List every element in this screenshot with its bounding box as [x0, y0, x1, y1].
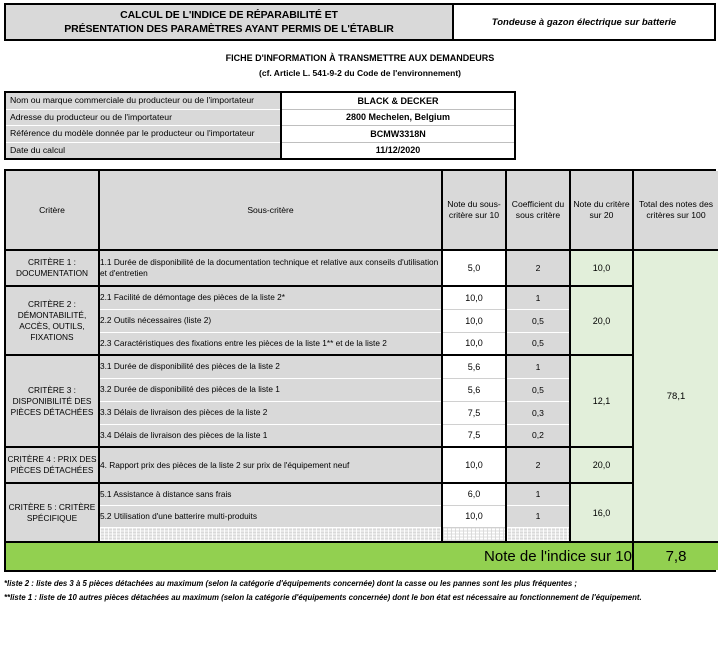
subcriterion-5-1-label: 5.1 Assistance à distance sans frais [99, 483, 443, 506]
producer-address-label: Adresse du producteur ou de l'importateu… [6, 109, 282, 126]
table-row: Nom ou marque commerciale du producteur … [6, 93, 514, 110]
criterion-2-name: CRITÈRE 2 : DÉMONTABILITÉ, ACCÈS, OUTILS… [6, 286, 100, 356]
subcriterion-3-2-coefficient: 0,5 [506, 378, 571, 402]
subcriterion-1-1-label: 1.1 Durée de disponibilité de la documen… [99, 250, 443, 287]
producer-address-value: 2800 Mechelen, Belgium [281, 109, 514, 126]
subcriterion-3-4-coefficient: 0,2 [506, 424, 571, 448]
criterion-1-name: CRITÈRE 1 : DOCUMENTATION [6, 250, 100, 287]
document-title-line-1: CALCUL DE L'INDICE DE RÉPARABILITÉ ET [120, 9, 338, 21]
product-category-label: Tondeuse à gazon électrique sur batterie [454, 5, 714, 39]
column-header-coefficient: Coefficient du sous critère [506, 171, 571, 251]
empty-coefficient-cell [506, 527, 571, 543]
table-row: 2.2 Outils nécessaires (liste 2) 10,0 0,… [6, 309, 718, 333]
subcriterion-5-1-note10: 6,0 [442, 483, 507, 506]
subtitle-line-2: (cf. Article L. 541-9-2 du Code de l'env… [259, 68, 461, 78]
column-header-subcriterion: Sous-critère [99, 171, 443, 251]
empty-note10-cell [442, 527, 507, 543]
subcriterion-4-label: 4. Rapport prix des pièces de la liste 2… [99, 447, 443, 484]
total-score-100: 78,1 [633, 250, 718, 543]
subcriterion-2-3-label: 2.3 Caractéristiques des fixations entre… [99, 332, 443, 356]
subcriterion-3-3-note10: 7,5 [442, 401, 507, 425]
criterion-2-note20: 20,0 [570, 286, 634, 356]
document-subtitle: FICHE D'INFORMATION À TRANSMETTRE AUX DE… [0, 51, 720, 81]
criterion-5-note20: 16,0 [570, 483, 634, 543]
subcriterion-2-2-coefficient: 0,5 [506, 309, 571, 333]
subcriterion-3-2-note10: 5,6 [442, 378, 507, 402]
criterion-5-name: CRITÈRE 5 : CRITÈRE SPÉCIFIQUE [6, 483, 100, 543]
model-reference-label: Référence du modèle donnée par le produc… [6, 125, 282, 143]
subcriterion-2-2-note10: 10,0 [442, 309, 507, 333]
table-header-row: Critère Sous-critère Note du sous-critèr… [6, 171, 718, 251]
subcriterion-5-2-coefficient: 1 [506, 505, 571, 528]
subcriterion-2-3-note10: 10,0 [442, 332, 507, 356]
table-row: 3.4 Délais de livraison des pièces de la… [6, 424, 718, 448]
table-row: CRITÈRE 3 : DISPONIBILITÉ DES PIÈCES DÉT… [6, 355, 718, 448]
table-row: CRITÈRE 5 : CRITÈRE SPÉCIFIQUE 5.1 Assis… [6, 483, 718, 543]
subcriterion-2-1-coefficient: 1 [506, 286, 571, 310]
footnotes: *liste 2 : liste des 3 à 5 pièces détach… [4, 577, 716, 604]
column-header-total-100: Total des notes des critères sur 100 [633, 171, 718, 251]
subcriterion-3-1-coefficient: 1 [506, 355, 571, 379]
column-header-criterion: Critère [6, 171, 100, 251]
table-row: CRITÈRE 4 : PRIX DES PIÈCES DÉTACHÉES 4.… [6, 447, 718, 484]
criterion-4-name: CRITÈRE 4 : PRIX DES PIÈCES DÉTACHÉES [6, 447, 100, 484]
criterion-3-note20: 12,1 [570, 355, 634, 448]
subtitle-line-1: FICHE D'INFORMATION À TRANSMETTRE AUX DE… [225, 53, 495, 63]
subcriterion-3-2-label: 3.2 Durée de disponibilité des pièces de… [99, 378, 443, 402]
producer-name-label: Nom ou marque commerciale du producteur … [6, 93, 282, 110]
producer-name-value: BLACK & DECKER [281, 93, 514, 110]
subcriterion-2-2-label: 2.2 Outils nécessaires (liste 2) [99, 309, 443, 333]
index-score-label: Note de l'indice sur 10 [6, 541, 634, 570]
table-row: 3.3 Délais de livraison des pièces de la… [6, 401, 718, 425]
producer-info-table: Nom ou marque commerciale du producteur … [4, 91, 516, 160]
table-row: CRITÈRE 2 : DÉMONTABILITÉ, ACCÈS, OUTILS… [6, 286, 718, 356]
table-row-empty [6, 527, 718, 543]
criterion-4-note20: 20,0 [570, 447, 634, 484]
subcriterion-5-2-note10: 10,0 [442, 505, 507, 528]
criterion-3-name: CRITÈRE 3 : DISPONIBILITÉ DES PIÈCES DÉT… [6, 355, 100, 448]
subcriterion-3-4-note10: 7,5 [442, 424, 507, 448]
model-reference-value: BCMW3318N [281, 125, 514, 143]
subcriterion-4-coefficient: 2 [506, 447, 571, 484]
table-row: 3.2 Durée de disponibilité des pièces de… [6, 378, 718, 402]
index-score-row: Note de l'indice sur 10 7,8 [6, 541, 718, 570]
document-title: CALCUL DE L'INDICE DE RÉPARABILITÉ ET PR… [6, 5, 454, 39]
subcriterion-3-3-label: 3.3 Délais de livraison des pièces de la… [99, 401, 443, 425]
subcriterion-2-1-label: 2.1 Facilité de démontage des pièces de … [99, 286, 443, 310]
footnote-liste-2: *liste 2 : liste des 3 à 5 pièces détach… [4, 579, 577, 588]
empty-subcriterion-cell [99, 527, 443, 543]
criterion-1-note20: 10,0 [570, 250, 634, 287]
table-row: Adresse du producteur ou de l'importateu… [6, 109, 514, 126]
subcriterion-3-1-note10: 5,6 [442, 355, 507, 379]
subcriterion-3-4-label: 3.4 Délais de livraison des pièces de la… [99, 424, 443, 448]
subcriterion-2-3-coefficient: 0,5 [506, 332, 571, 356]
subcriterion-2-1-note10: 10,0 [442, 286, 507, 310]
table-row: 2.3 Caractéristiques des fixations entre… [6, 332, 718, 356]
document-title-line-2: PRÉSENTATION DES PARAMÈTRES AYANT PERMIS… [64, 23, 394, 35]
table-row: 5.2 Utilisation d'une batterire multi-pr… [6, 505, 718, 528]
table-row: Date du calcul 11/12/2020 [6, 142, 514, 158]
document-header-band: CALCUL DE L'INDICE DE RÉPARABILITÉ ET PR… [4, 3, 716, 41]
column-header-note-sub-10: Note du sous-critère sur 10 [442, 171, 507, 251]
index-score-value: 7,8 [633, 541, 718, 570]
subcriterion-5-2-label: 5.2 Utilisation d'une batterire multi-pr… [99, 505, 443, 528]
table-row: CRITÈRE 1 : DOCUMENTATION 1.1 Durée de d… [6, 250, 718, 543]
subcriterion-3-1-label: 3.1 Durée de disponibilité des pièces de… [99, 355, 443, 379]
subcriterion-1-1-note10: 5,0 [442, 250, 507, 287]
subcriterion-1-1-coefficient: 2 [506, 250, 571, 287]
calculation-date-label: Date du calcul [6, 142, 282, 158]
table-row: Référence du modèle donnée par le produc… [6, 125, 514, 143]
column-header-note-crit-20: Note du critère sur 20 [570, 171, 634, 251]
footnote-liste-1: **liste 1 : liste de 10 autres pièces dé… [4, 592, 642, 602]
repairability-score-table: Critère Sous-critère Note du sous-critèr… [4, 169, 718, 572]
calculation-date-value: 11/12/2020 [281, 142, 514, 158]
subcriterion-4-note10: 10,0 [442, 447, 507, 484]
subcriterion-5-1-coefficient: 1 [506, 483, 571, 506]
subcriterion-3-3-coefficient: 0,3 [506, 401, 571, 425]
